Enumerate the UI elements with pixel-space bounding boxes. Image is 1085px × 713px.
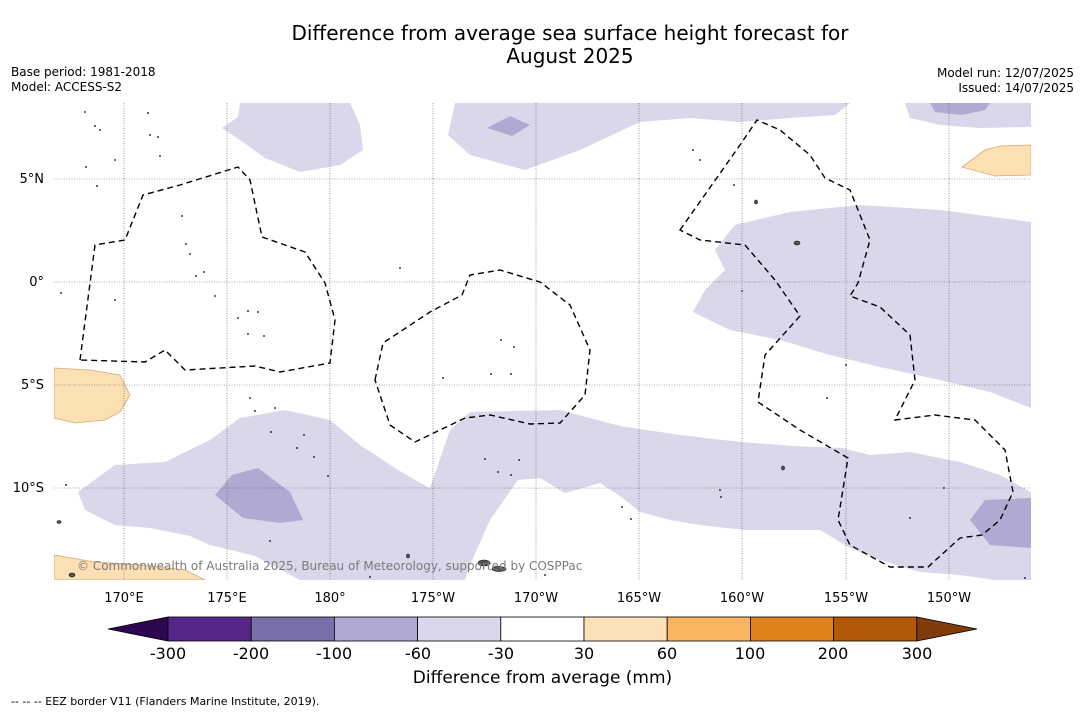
colorbar-segment — [250, 616, 335, 642]
colorbar-segment — [666, 616, 751, 642]
colorbar-tick-label: 200 — [817, 644, 849, 663]
colorbar-tick-label: 300 — [901, 644, 933, 663]
region-south-band — [78, 410, 1031, 580]
longitude-labels: 170°E 175°E 180° 175°W 170°W 165°W 160°W… — [104, 591, 971, 606]
latitude-labels: 5°N 0° 5°S 10°S — [13, 172, 44, 496]
colorbar-segment — [333, 616, 418, 642]
lon-label-180: 180° — [314, 591, 345, 606]
island — [68, 572, 76, 578]
island — [781, 465, 785, 471]
colorbar-segment — [500, 616, 585, 642]
region-positive-northeast — [961, 144, 1031, 177]
colorbar-segment — [833, 616, 918, 642]
region-positive-west — [54, 367, 131, 424]
region-positive-southwest — [54, 554, 206, 580]
colorbar-tick-label: -100 — [315, 644, 353, 663]
eez-legend-footnote: -- -- -- EEZ border V11 (Flanders Marine… — [11, 695, 320, 708]
chart-title: Difference from average sea surface heig… — [220, 22, 920, 68]
title-line-1: Difference from average sea surface heig… — [291, 21, 849, 45]
region-medium-north — [487, 116, 530, 136]
colorbar-tick-label: -30 — [487, 644, 515, 663]
lat-label-5n: 5°N — [20, 172, 45, 187]
lat-label-5s: 5°S — [21, 378, 44, 393]
lat-label-10s: 10°S — [13, 481, 44, 496]
atoll-dots — [60, 111, 1026, 579]
colorbar-segment — [750, 616, 835, 642]
colorbar-tick-label: -200 — [232, 644, 270, 663]
copyright-notice: © Commonwealth of Australia 2025, Bureau… — [77, 559, 582, 573]
colorbar-tick-label: -60 — [404, 644, 432, 663]
right-meta: Model run: 12/07/2025 Issued: 14/07/2025 — [937, 66, 1074, 96]
lon-label-170w: 170°W — [514, 591, 558, 606]
title-line-2: August 2025 — [506, 44, 634, 68]
lon-label-150w: 150°W — [927, 591, 971, 606]
region-north-central — [448, 103, 850, 170]
colorbar-segment — [167, 616, 252, 642]
lat-label-0: 0° — [29, 275, 44, 290]
region-medium-south-west — [215, 468, 303, 523]
island — [56, 520, 62, 524]
island — [754, 199, 758, 205]
anomaly-positive-regions — [54, 144, 1031, 580]
lon-label-175e: 175°E — [207, 591, 247, 606]
eez-border-east — [678, 119, 1014, 568]
model-name: Model: ACCESS-S2 — [11, 80, 123, 94]
island — [477, 559, 491, 567]
island — [491, 566, 507, 572]
colorbar — [107, 616, 978, 642]
island — [406, 553, 410, 559]
colorbar-tick-label: 30 — [573, 644, 595, 663]
colorbar-extend-low — [107, 616, 169, 642]
region-medium-south-east — [970, 498, 1031, 548]
eez-border-central — [374, 269, 591, 443]
colorbar-tick-label: -300 — [149, 644, 187, 663]
eez-border-west — [79, 166, 336, 373]
anomaly-light-regions — [78, 103, 1031, 580]
lon-label-160w: 160°W — [720, 591, 764, 606]
eez-borders — [79, 119, 1014, 568]
model-run-date: Model run: 12/07/2025 — [936, 66, 1074, 80]
lon-label-175w: 175°W — [411, 591, 455, 606]
lon-label-165w: 165°W — [617, 591, 661, 606]
region-north-175e — [222, 103, 363, 172]
base-period: Base period: 1981-2018 — [11, 65, 156, 79]
region-medium-northeast — [930, 103, 990, 115]
lon-label-155w: 155°W — [824, 591, 868, 606]
left-meta: Base period: 1981-2018 Model: ACCESS-S2 — [11, 65, 156, 95]
islands — [56, 199, 801, 578]
anomaly-medium-regions — [215, 103, 1031, 548]
island — [793, 240, 801, 246]
colorbar-tick-label: 60 — [656, 644, 678, 663]
lon-label-170e: 170°E — [104, 591, 144, 606]
colorbar-segment — [417, 616, 502, 642]
grid-lines — [54, 103, 1031, 580]
colorbar-extend-high — [916, 616, 978, 642]
colorbar-title: Difference from average (mm) — [412, 668, 673, 688]
region-east-equatorial — [693, 205, 1031, 408]
issued-date: Issued: 14/07/2025 — [958, 81, 1074, 95]
colorbar-segment — [583, 616, 668, 642]
colorbar-tick-label: 100 — [734, 644, 766, 663]
map-area: © Commonwealth of Australia 2025, Bureau… — [54, 103, 1031, 580]
